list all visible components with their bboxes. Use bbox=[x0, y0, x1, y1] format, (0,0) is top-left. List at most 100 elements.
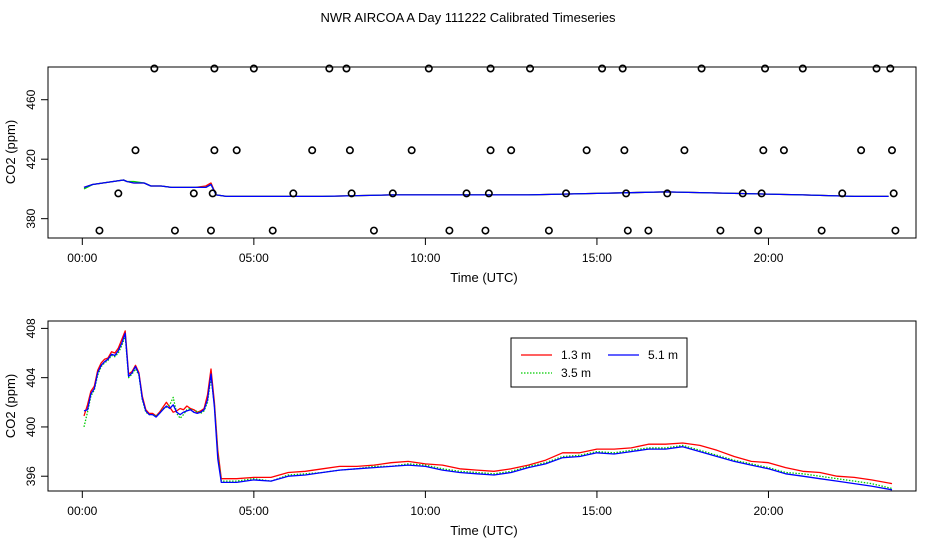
sample-point bbox=[210, 146, 219, 155]
sample-point bbox=[562, 189, 571, 198]
sample-point bbox=[369, 226, 378, 235]
top-y-axis-label: CO2 (ppm) bbox=[3, 120, 18, 184]
top-x-tick-label: 10:00 bbox=[410, 251, 440, 265]
bottom-x-axis-label: Time (UTC) bbox=[450, 523, 517, 538]
top-y-ticks: 380 420 460 bbox=[24, 89, 49, 229]
sample-point bbox=[170, 226, 179, 235]
sample-point bbox=[857, 146, 866, 155]
sample-point bbox=[114, 189, 123, 198]
sample-point bbox=[486, 64, 495, 73]
legend-label-3-5m: 3.5 m bbox=[561, 366, 591, 380]
top-x-tick-label: 20:00 bbox=[753, 251, 783, 265]
sample-point bbox=[754, 226, 763, 235]
sample-point bbox=[484, 189, 493, 198]
sample-point bbox=[798, 64, 807, 73]
top-x-tick-label: 05:00 bbox=[239, 251, 269, 265]
sample-point bbox=[886, 64, 895, 73]
sample-point bbox=[757, 189, 766, 198]
sample-point bbox=[620, 146, 629, 155]
bottom-y-tick-label: 408 bbox=[24, 318, 38, 338]
sample-point bbox=[623, 226, 632, 235]
sample-point bbox=[663, 189, 672, 198]
bottom-y-tick-label: 404 bbox=[24, 367, 38, 387]
sample-point bbox=[308, 146, 317, 155]
sample-point bbox=[268, 226, 277, 235]
sample-point bbox=[345, 146, 354, 155]
sample-point bbox=[486, 146, 495, 155]
bottom-panel: Time (UTC) CO2 (ppm) 00:00 05:00 10:00 15:0… bbox=[3, 318, 917, 538]
sample-point bbox=[445, 226, 454, 235]
sample-point bbox=[680, 146, 689, 155]
sample-point bbox=[206, 226, 215, 235]
legend-box bbox=[510, 337, 688, 388]
sample-point bbox=[716, 226, 725, 235]
bottom-plot-frame bbox=[47, 320, 917, 492]
sample-point bbox=[481, 226, 490, 235]
sample-point bbox=[507, 146, 516, 155]
top-panel: Time (UTC) CO2 (ppm) 00:00 05:00 10:00 15:0… bbox=[3, 64, 917, 285]
bottom-y-ticks: 396 400 404 408 bbox=[24, 318, 49, 486]
bottom-y-tick-label: 400 bbox=[24, 417, 38, 437]
sample-point bbox=[249, 64, 258, 73]
sample-point bbox=[872, 64, 881, 73]
top-y-tick-label: 460 bbox=[24, 89, 38, 109]
sample-point bbox=[838, 189, 847, 198]
bottom-x-tick-label: 15:00 bbox=[582, 504, 612, 518]
sample-point bbox=[289, 189, 298, 198]
sample-point bbox=[544, 226, 553, 235]
bottom-x-ticks: 00:00 05:00 10:00 15:00 20:00 bbox=[67, 490, 784, 518]
bottom-series-line-5-1-m bbox=[83, 332, 893, 491]
legend-label-1-3m: 1.3 m bbox=[561, 348, 591, 362]
legend: 1.3 m 5.1 m 3.5 m bbox=[510, 337, 688, 388]
sample-point bbox=[347, 189, 356, 198]
bottom-x-tick-label: 10:00 bbox=[410, 504, 440, 518]
sample-point bbox=[889, 189, 898, 198]
sample-point bbox=[759, 146, 768, 155]
top-x-tick-label: 15:00 bbox=[582, 251, 612, 265]
sample-point bbox=[887, 146, 896, 155]
top-y-tick-label: 380 bbox=[24, 208, 38, 228]
sample-point bbox=[526, 64, 535, 73]
sample-point bbox=[817, 226, 826, 235]
sample-point bbox=[131, 146, 140, 155]
sample-point bbox=[582, 146, 591, 155]
sample-point bbox=[644, 226, 653, 235]
figure-title: NWR AIRCOA A Day 111222 Calibrated Times… bbox=[320, 10, 616, 25]
sample-point bbox=[232, 146, 241, 155]
sample-point bbox=[697, 64, 706, 73]
sample-point bbox=[738, 189, 747, 198]
sample-point bbox=[618, 64, 627, 73]
sample-point bbox=[598, 64, 607, 73]
sample-point bbox=[891, 226, 900, 235]
sample-point bbox=[208, 189, 217, 198]
bottom-y-tick-label: 396 bbox=[24, 466, 38, 486]
top-series-line-5-1-m bbox=[83, 179, 889, 198]
top-series-lines bbox=[83, 179, 889, 198]
sample-point bbox=[622, 189, 631, 198]
sample-point bbox=[761, 64, 770, 73]
top-x-ticks: 00:00 05:00 10:00 15:00 20:00 bbox=[67, 237, 784, 265]
sample-point bbox=[210, 64, 219, 73]
top-y-tick-label: 420 bbox=[24, 149, 38, 169]
sample-point bbox=[388, 189, 397, 198]
sample-point bbox=[407, 146, 416, 155]
top-x-tick-label: 00:00 bbox=[67, 251, 97, 265]
sample-point bbox=[779, 146, 788, 155]
bottom-x-tick-label: 20:00 bbox=[753, 504, 783, 518]
top-sample-points bbox=[95, 64, 900, 235]
bottom-series-lines bbox=[83, 330, 893, 491]
bottom-y-axis-label: CO2 (ppm) bbox=[3, 374, 18, 438]
sample-point bbox=[189, 189, 198, 198]
sample-point bbox=[325, 64, 334, 73]
bottom-series-line-1-3-m bbox=[83, 330, 893, 485]
top-x-axis-label: Time (UTC) bbox=[450, 270, 517, 285]
bottom-x-tick-label: 00:00 bbox=[67, 504, 97, 518]
sample-point bbox=[150, 64, 159, 73]
legend-label-5-1m: 5.1 m bbox=[648, 348, 678, 362]
bottom-series-line-3-5-m bbox=[83, 335, 893, 490]
sample-point bbox=[462, 189, 471, 198]
sample-point bbox=[424, 64, 433, 73]
sample-point bbox=[342, 64, 351, 73]
bottom-x-tick-label: 05:00 bbox=[239, 504, 269, 518]
